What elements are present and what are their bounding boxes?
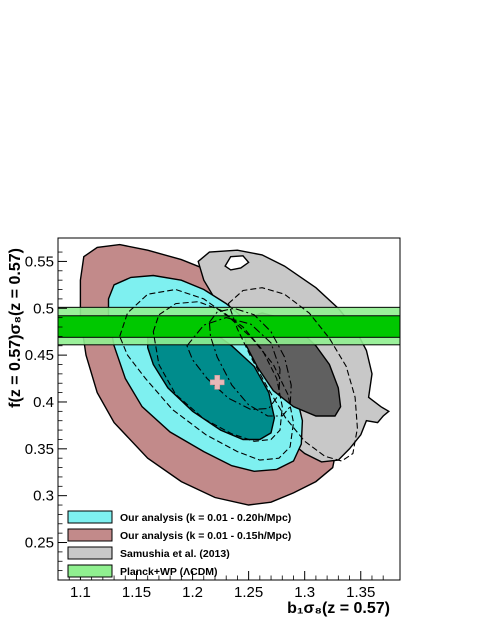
x-tick-label: 1.15 <box>122 584 151 601</box>
x-tick-label: 1.1 <box>70 584 91 601</box>
contour-dashdot-1 <box>208 307 292 417</box>
y-tick-label: 0.55 <box>25 253 54 270</box>
legend-swatch <box>67 564 113 578</box>
plot-area <box>58 243 400 506</box>
axis-ticks: 1.1 1.15 1.2 1.25 1.3 1.35 0.25 0.3 0.35 0.4 0.45 0… <box>25 251 384 601</box>
x-tick-label: 1.2 <box>182 584 203 601</box>
contour-k015-1sigma-dashed <box>152 301 283 442</box>
y-axis-title: f(z = 0.57)σ₈(z = 0.57) <box>7 248 24 408</box>
x-tick-label: 1.3 <box>294 584 315 601</box>
x-tick-label: 1.35 <box>346 584 375 601</box>
planck-band-inner <box>58 315 400 338</box>
y-tick-label: 0.5 <box>33 300 54 317</box>
legend-swatch <box>67 546 113 560</box>
y-tick-label: 0.3 <box>33 488 54 505</box>
legend-label: Planck+WP (ΛCDM) <box>120 566 218 578</box>
plot-frame <box>57 237 401 581</box>
legend: Our analysis (k = 0.01 - 0.20h/Mpc) Our a… <box>67 510 291 578</box>
y-tick-label: 0.4 <box>33 394 54 411</box>
x-axis-title: b₁σ₈(z = 0.57) <box>287 600 390 617</box>
contour-samushia-hole <box>224 255 250 271</box>
y-tick-label: 0.45 <box>25 347 54 364</box>
legend-swatch <box>67 528 113 542</box>
best-fit-marker <box>209 374 225 390</box>
legend-swatch <box>67 510 113 524</box>
y-tick-label: 0.25 <box>25 535 54 552</box>
legend-label: Samushia et al. (2013) <box>120 548 230 560</box>
legend-label: Our analysis (k = 0.01 - 0.15h/Mpc) <box>120 530 291 542</box>
y-tick-label: 0.35 <box>25 441 54 458</box>
x-tick-label: 1.25 <box>234 584 263 601</box>
contour-samushia-dashed <box>227 287 358 462</box>
contour-dashdot-2 <box>186 317 281 411</box>
legend-label: Our analysis (k = 0.01 - 0.20h/Mpc) <box>120 512 291 524</box>
